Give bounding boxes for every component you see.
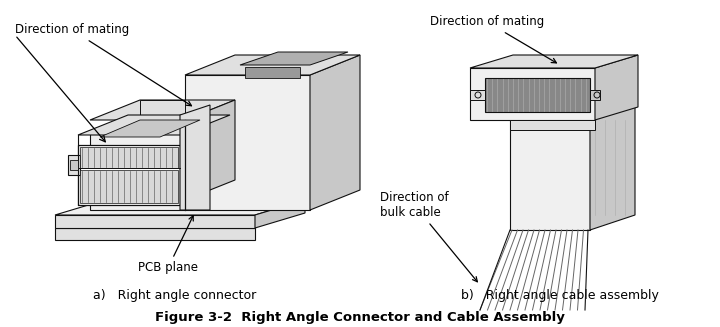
Polygon shape: [90, 130, 185, 210]
Polygon shape: [470, 68, 595, 120]
Polygon shape: [595, 55, 638, 120]
Text: Direction of mating: Direction of mating: [15, 24, 192, 106]
Polygon shape: [70, 160, 78, 170]
Polygon shape: [470, 90, 485, 100]
Polygon shape: [310, 55, 360, 210]
Polygon shape: [510, 80, 590, 230]
Text: Figure 3-2  Right Angle Connector and Cable Assembly: Figure 3-2 Right Angle Connector and Cab…: [155, 312, 565, 324]
Ellipse shape: [594, 92, 600, 98]
Text: PCB plane: PCB plane: [138, 216, 198, 274]
Polygon shape: [245, 67, 300, 78]
Polygon shape: [185, 75, 310, 210]
Polygon shape: [90, 100, 235, 120]
Polygon shape: [140, 100, 185, 120]
Polygon shape: [470, 55, 638, 68]
Text: Direction of mating: Direction of mating: [430, 15, 557, 63]
Polygon shape: [78, 115, 230, 135]
Polygon shape: [485, 78, 590, 112]
Polygon shape: [55, 228, 255, 240]
Text: a)   Right angle connector: a) Right angle connector: [94, 288, 256, 301]
Polygon shape: [510, 120, 595, 130]
Polygon shape: [510, 65, 635, 80]
Polygon shape: [590, 90, 600, 100]
Polygon shape: [78, 145, 180, 205]
Polygon shape: [255, 200, 305, 228]
Polygon shape: [55, 200, 305, 215]
Ellipse shape: [475, 92, 481, 98]
Polygon shape: [80, 170, 178, 203]
Polygon shape: [590, 65, 635, 230]
Text: b)   Right angle cable assembly: b) Right angle cable assembly: [461, 288, 659, 301]
Polygon shape: [185, 55, 360, 75]
Polygon shape: [68, 155, 80, 175]
Polygon shape: [100, 120, 200, 137]
Polygon shape: [180, 105, 210, 210]
Text: Direction of
bulk cable: Direction of bulk cable: [380, 191, 477, 282]
Polygon shape: [55, 215, 255, 228]
Polygon shape: [80, 147, 178, 168]
Polygon shape: [185, 100, 235, 200]
Polygon shape: [240, 52, 348, 65]
